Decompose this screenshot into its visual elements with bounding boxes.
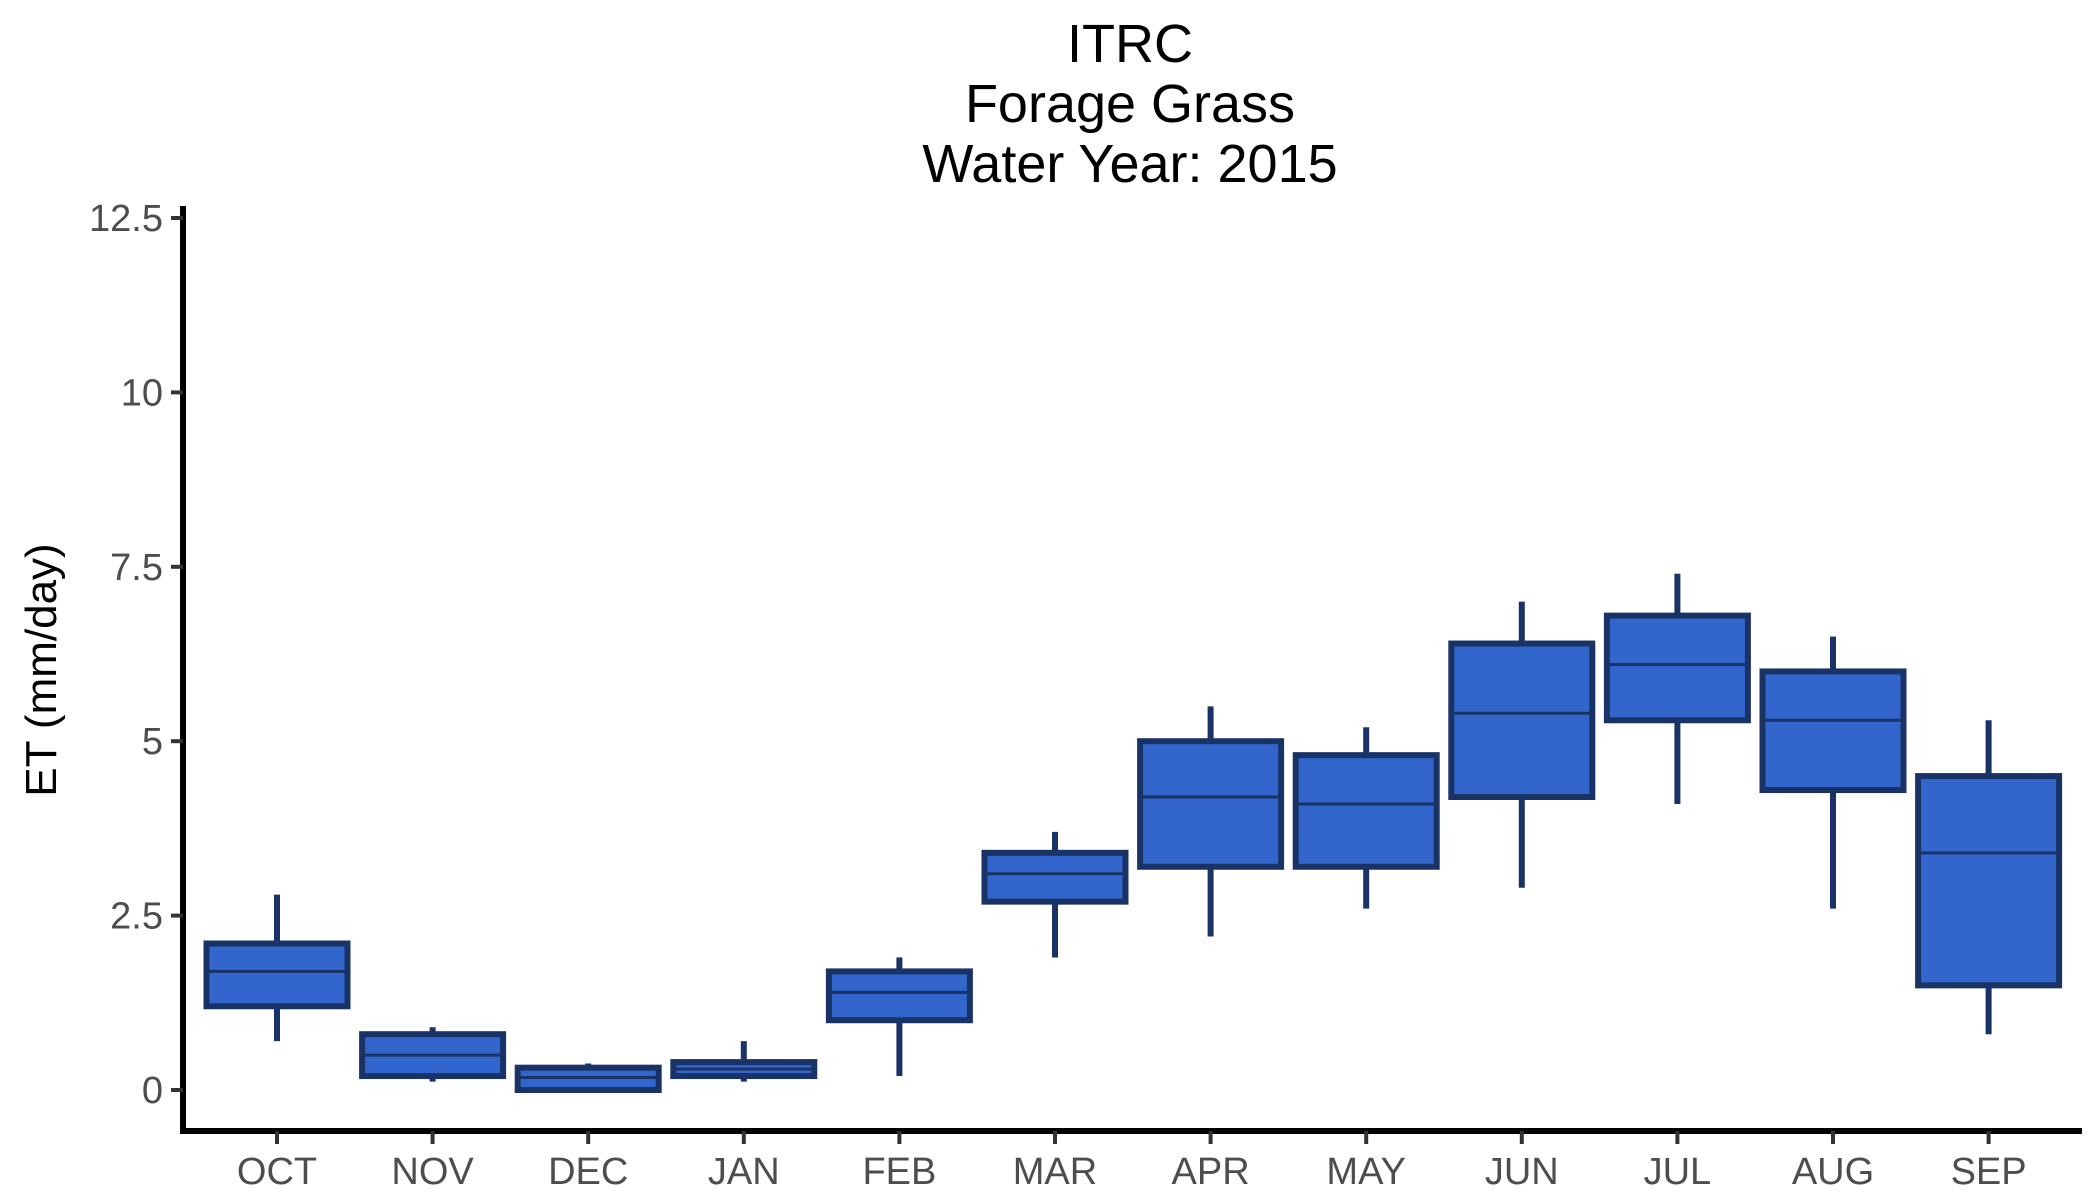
- y-tick-label-0: 0: [142, 1070, 163, 1112]
- box-body: [825, 968, 973, 1024]
- box-apr: [1137, 706, 1285, 937]
- x-tick-label-nov: NOV: [391, 1151, 474, 1193]
- plot-area: 0 2.5 5 7.5 10 12.5 OCT NOV DEC JAN FEB MAR APR MAY JU…: [89, 198, 2082, 1193]
- box-body: [203, 940, 351, 1010]
- box-body: [981, 849, 1129, 905]
- x-tick-label-dec: DEC: [548, 1151, 628, 1193]
- x-tick-label-feb: FEB: [862, 1151, 936, 1193]
- box-sep: [1915, 720, 2063, 1035]
- x-tick-label-sep: SEP: [1951, 1151, 2027, 1193]
- x-tick-label-jun: JUN: [1485, 1151, 1559, 1193]
- box-body: [1759, 668, 1907, 794]
- box-jan: [670, 1041, 818, 1082]
- x-tick-label-jan: JAN: [708, 1151, 780, 1193]
- box-body: [1603, 612, 1751, 724]
- title-line-2: Forage Grass: [965, 74, 1295, 134]
- box-may: [1292, 727, 1440, 909]
- box-mar: [981, 831, 1129, 958]
- x-tick-label-aug: AUG: [1792, 1151, 1874, 1193]
- x-tick-label-mar: MAR: [1013, 1151, 1097, 1193]
- title-line-1: ITRC: [1067, 14, 1193, 74]
- y-tick-label-4: 10: [121, 372, 163, 414]
- box-dec: [514, 1063, 662, 1093]
- y-tick-label-1: 2.5: [110, 896, 163, 938]
- box-body: [1137, 738, 1285, 870]
- box-body: [1915, 773, 2063, 989]
- y-tick-label-3: 7.5: [110, 547, 163, 589]
- box-body: [1292, 752, 1440, 870]
- box-jun: [1448, 601, 1596, 888]
- title-line-3: Water Year: 2015: [922, 134, 1337, 194]
- y-axis-title: ET (mm/day): [17, 543, 66, 796]
- box-nov: [359, 1027, 507, 1082]
- y-tick-label-5: 12.5: [89, 198, 163, 240]
- box-jul: [1603, 573, 1751, 804]
- x-tick-label-jul: JUL: [1644, 1151, 1712, 1193]
- chart-title: ITRC Forage Grass Water Year: 2015: [922, 14, 1337, 194]
- box-feb: [825, 957, 973, 1077]
- x-tick-label-oct: OCT: [237, 1151, 317, 1193]
- box-oct: [203, 894, 351, 1042]
- y-tick-label-2: 5: [142, 721, 163, 763]
- x-tick-label-may: MAY: [1326, 1151, 1406, 1193]
- x-tick-label-apr: APR: [1172, 1151, 1250, 1193]
- box-body: [1448, 640, 1596, 801]
- box-aug: [1759, 636, 1907, 909]
